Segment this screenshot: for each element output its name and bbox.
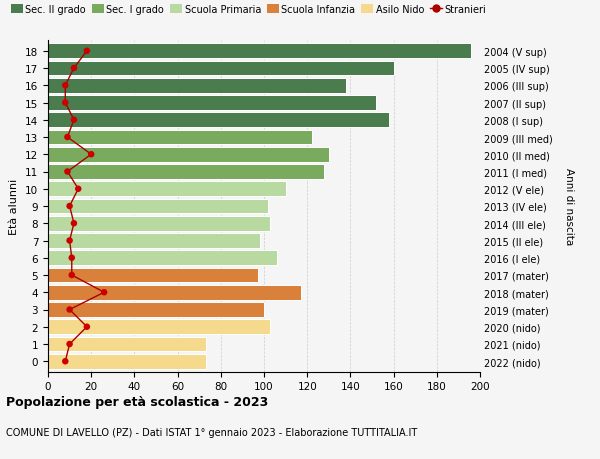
Bar bbox=[48, 96, 376, 111]
Y-axis label: Età alunni: Età alunni bbox=[10, 179, 19, 235]
Bar bbox=[48, 113, 389, 128]
Point bbox=[65, 203, 74, 210]
Point bbox=[100, 289, 109, 297]
Point bbox=[65, 237, 74, 245]
Bar bbox=[48, 320, 271, 334]
Bar bbox=[48, 217, 271, 231]
Bar bbox=[48, 182, 286, 196]
Text: Popolazione per età scolastica - 2023: Popolazione per età scolastica - 2023 bbox=[6, 395, 268, 408]
Point bbox=[69, 117, 79, 124]
Bar bbox=[48, 268, 257, 283]
Point bbox=[82, 48, 92, 55]
Bar bbox=[48, 165, 325, 179]
Text: COMUNE DI LAVELLO (PZ) - Dati ISTAT 1° gennaio 2023 - Elaborazione TUTTITALIA.IT: COMUNE DI LAVELLO (PZ) - Dati ISTAT 1° g… bbox=[6, 427, 417, 437]
Point bbox=[69, 65, 79, 73]
Bar bbox=[48, 62, 394, 76]
Point bbox=[65, 341, 74, 348]
Point bbox=[61, 83, 70, 90]
Point bbox=[65, 306, 74, 313]
Point bbox=[86, 151, 96, 159]
Bar bbox=[48, 285, 301, 300]
Legend: Sec. II grado, Sec. I grado, Scuola Primaria, Scuola Infanzia, Asilo Nido, Stran: Sec. II grado, Sec. I grado, Scuola Prim… bbox=[11, 5, 487, 15]
Bar bbox=[48, 234, 260, 248]
Bar bbox=[48, 251, 277, 265]
Point bbox=[61, 100, 70, 107]
Bar bbox=[48, 354, 206, 369]
Bar bbox=[48, 79, 346, 93]
Point bbox=[67, 272, 77, 279]
Y-axis label: Anni di nascita: Anni di nascita bbox=[564, 168, 574, 245]
Bar bbox=[48, 337, 206, 352]
Bar bbox=[48, 45, 472, 59]
Point bbox=[82, 323, 92, 330]
Point bbox=[73, 185, 83, 193]
Bar bbox=[48, 199, 268, 214]
Point bbox=[62, 168, 72, 176]
Point bbox=[67, 254, 77, 262]
Point bbox=[62, 134, 72, 141]
Point bbox=[61, 358, 70, 365]
Point bbox=[69, 220, 79, 227]
Bar bbox=[48, 148, 329, 162]
Bar bbox=[48, 130, 311, 145]
Bar bbox=[48, 302, 264, 317]
